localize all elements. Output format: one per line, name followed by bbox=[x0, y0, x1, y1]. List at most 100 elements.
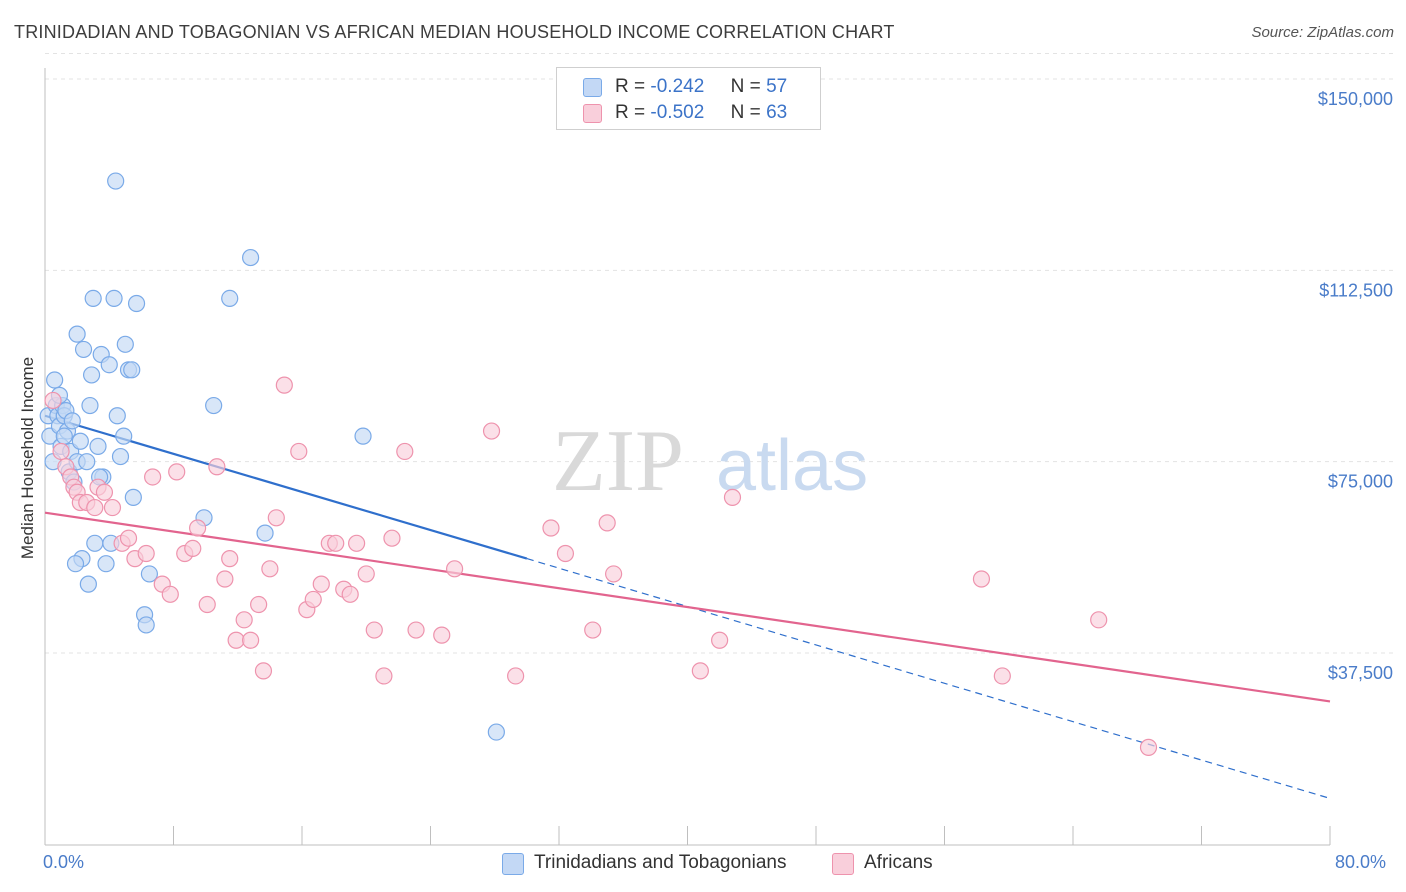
point-trinidadian bbox=[205, 396, 223, 415]
point-african bbox=[137, 544, 155, 563]
y-tick-label: $150,000 bbox=[1318, 89, 1393, 109]
point-african bbox=[407, 621, 425, 639]
point-african bbox=[357, 565, 375, 583]
point-african bbox=[341, 585, 359, 603]
point-trinidadian bbox=[105, 289, 123, 307]
point-trinidadian bbox=[111, 447, 130, 466]
trend-line-african bbox=[44, 511, 1331, 703]
correlation-legend: R = -0.242 N = 57 R = -0.502 N = 63 bbox=[556, 67, 821, 130]
legend-r-value: -0.242 bbox=[650, 76, 705, 97]
point-trinidadian bbox=[124, 488, 142, 506]
point-trinidadian bbox=[100, 356, 118, 374]
point-african bbox=[254, 662, 273, 680]
point-african bbox=[711, 631, 729, 649]
point-african bbox=[482, 422, 501, 440]
y-tick-label: $112,500 bbox=[1319, 280, 1393, 300]
legend-n-label: N = bbox=[730, 76, 761, 97]
x-tick-max: 80.0% bbox=[1335, 852, 1387, 872]
point-african bbox=[221, 550, 239, 568]
point-trinidadian bbox=[127, 294, 146, 313]
point-african bbox=[375, 667, 393, 685]
legend-swatch-series1 bbox=[583, 78, 602, 97]
point-trinidadian bbox=[487, 723, 505, 741]
point-trinidadian bbox=[140, 565, 159, 583]
point-african bbox=[119, 529, 138, 547]
point-african bbox=[348, 534, 366, 552]
point-african bbox=[723, 488, 742, 506]
point-trinidadian bbox=[89, 437, 107, 455]
point-trinidadian bbox=[82, 366, 101, 384]
point-trinidadian bbox=[108, 407, 126, 425]
point-african bbox=[556, 544, 575, 563]
point-african bbox=[445, 560, 464, 578]
point-african bbox=[507, 667, 525, 685]
point-trinidadian bbox=[79, 575, 97, 593]
point-african bbox=[52, 442, 70, 461]
point-trinidadian bbox=[123, 361, 141, 379]
point-african bbox=[267, 509, 285, 527]
point-african bbox=[1139, 738, 1158, 756]
point-african bbox=[168, 463, 186, 481]
y-axis-label: Median Household Income bbox=[18, 357, 37, 559]
point-african bbox=[216, 570, 234, 588]
point-african bbox=[433, 626, 451, 644]
bottom-legend-label-series2: Africans bbox=[864, 852, 933, 873]
point-african bbox=[584, 621, 602, 639]
point-trinidadian bbox=[68, 325, 86, 343]
point-african bbox=[86, 498, 104, 517]
point-trinidadian bbox=[78, 453, 96, 471]
x-tick-min: 0.0% bbox=[43, 852, 85, 872]
point-trinidadian bbox=[66, 555, 85, 573]
point-african bbox=[365, 621, 383, 639]
y-tick-label: $75,000 bbox=[1328, 472, 1393, 492]
legend-n-value: 57 bbox=[766, 76, 788, 97]
point-african bbox=[691, 662, 709, 680]
point-african bbox=[598, 514, 616, 532]
point-african bbox=[304, 590, 322, 609]
point-trinidadian bbox=[115, 427, 133, 445]
legend-n-label: N = bbox=[730, 102, 761, 123]
watermark-zip: ZIP bbox=[552, 413, 684, 510]
point-african bbox=[993, 667, 1011, 685]
point-african bbox=[261, 560, 279, 578]
point-african bbox=[290, 442, 308, 461]
point-african bbox=[396, 442, 414, 461]
point-trinidadian bbox=[242, 248, 260, 267]
point-trinidadian bbox=[221, 289, 239, 307]
point-african bbox=[188, 519, 207, 537]
data-points bbox=[39, 172, 1158, 756]
bottom-legend-label-series1: Trinidadians and Tobagonians bbox=[534, 852, 787, 873]
point-trinidadian bbox=[81, 396, 99, 415]
point-african bbox=[542, 519, 560, 537]
point-trinidadian bbox=[97, 555, 115, 573]
point-african bbox=[208, 458, 226, 476]
point-trinidadian bbox=[46, 371, 64, 389]
point-african bbox=[184, 539, 202, 558]
point-trinidadian bbox=[116, 335, 134, 353]
point-trinidadian bbox=[86, 534, 104, 552]
point-african bbox=[250, 595, 268, 614]
axes: $37,500 $75,000 $112,500 $150,000 bbox=[44, 68, 1393, 846]
point-african bbox=[161, 585, 179, 603]
trend-lines bbox=[44, 414, 1331, 799]
point-trinidadian bbox=[63, 412, 81, 430]
trend-line-trinidadian-extension bbox=[526, 558, 1331, 799]
point-trinidadian bbox=[55, 427, 73, 445]
point-african bbox=[198, 595, 216, 614]
legend-r-value: -0.502 bbox=[650, 102, 705, 123]
legend-r-label: R = bbox=[615, 102, 646, 123]
watermark-atlas: atlas bbox=[716, 426, 868, 506]
point-african bbox=[972, 570, 991, 588]
point-african bbox=[1090, 611, 1108, 629]
legend-r-label: R = bbox=[615, 76, 646, 97]
point-trinidadian bbox=[256, 524, 274, 542]
point-african bbox=[44, 391, 62, 410]
point-african bbox=[103, 498, 122, 517]
legend-swatch-series2 bbox=[583, 104, 602, 123]
point-african bbox=[383, 529, 401, 547]
point-trinidadian bbox=[84, 289, 102, 307]
point-trinidadian bbox=[71, 432, 89, 450]
legend-n-value: 63 bbox=[766, 102, 788, 123]
point-african bbox=[242, 631, 260, 649]
